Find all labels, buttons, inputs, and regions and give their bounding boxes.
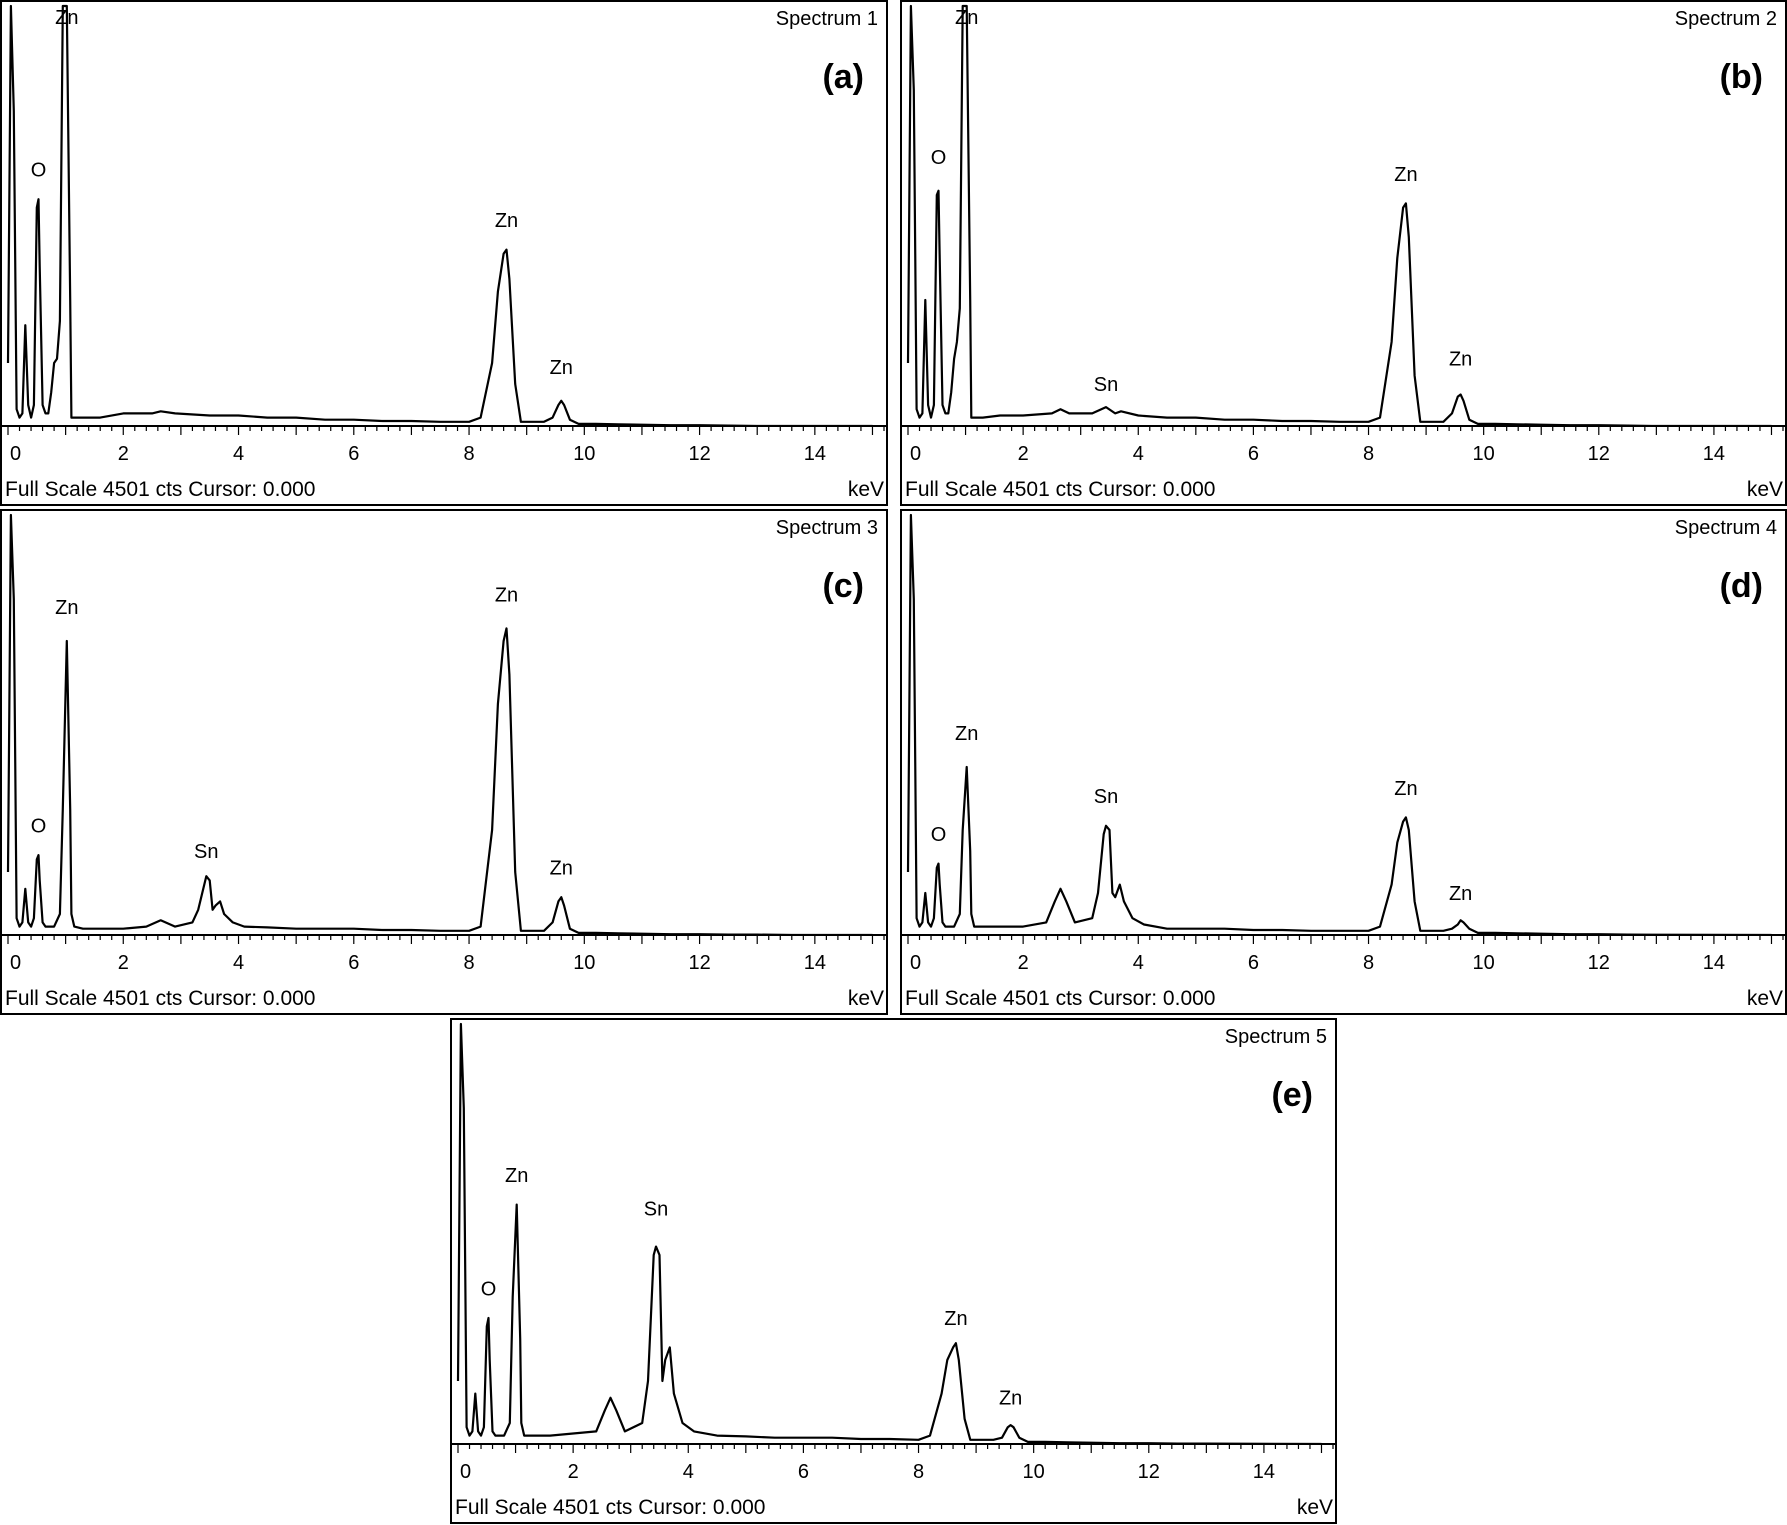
spectrum-plot: 0 2 4 6 8 10 12 14 Zn O Sn Zn Zn [452,1022,1335,1483]
spectrum-trace [906,4,1772,427]
x-tick-label: 0 [10,443,21,465]
x-tick-label: 2 [118,443,129,465]
spectrum-title: Spectrum 3 [775,517,878,539]
x-unit-label: keV [1746,478,1783,501]
x-tick-label: 10 [1473,952,1495,974]
x-unit-label: keV [1746,987,1783,1010]
panel-label: (a) [822,58,864,96]
x-tick-label: 4 [233,952,244,974]
x-unit-label: keV [847,987,884,1010]
x-tick-label: 8 [913,1461,924,1483]
x-tick-label: 10 [1473,443,1495,465]
peak-label: Zn [944,1308,967,1330]
peak-label: Sn [1094,374,1118,396]
full-scale-footer: Full Scale 4501 cts Cursor: 0.000 [905,987,1216,1010]
panel-label: (b) [1719,58,1763,96]
x-tick-label: 14 [804,443,826,465]
x-tick-label: 14 [1703,952,1725,974]
x-tick-label: 2 [1018,952,1029,974]
x-tick-label: 12 [1138,1461,1160,1483]
spectrum-plot: 0 2 4 6 8 10 12 14 Zn O Zn Zn [2,4,886,465]
peak-label: O [481,1278,497,1300]
spectrum-title: Spectrum 4 [1674,517,1777,539]
spectrum-panel-e: 0 2 4 6 8 10 12 14 Zn O Sn Zn Zn Spectrum 5 (e) Full Sc… [450,1018,1337,1524]
spectrum-plot: 0 2 4 6 8 10 12 14 Zn O Sn Zn Zn [902,513,1785,974]
x-tick-label: 12 [1588,443,1610,465]
x-tick-label: 10 [573,952,595,974]
panel-label: (d) [1719,567,1763,605]
x-tick-label: 6 [1248,443,1259,465]
x-tick-label: 2 [568,1461,579,1483]
peak-label: Zn [1449,349,1472,371]
peak-label: Sn [644,1199,668,1221]
x-tick-label: 4 [683,1461,694,1483]
peak-label: O [931,824,947,846]
spectrum-plot: 0 2 4 6 8 10 12 14 Zn O Sn Zn Zn [902,4,1785,465]
spectrum-trace [6,513,873,936]
spectrum-trace [456,1022,1322,1445]
x-tick-label: 10 [1023,1461,1045,1483]
peak-label: Zn [955,7,978,29]
x-tick-label: 0 [10,952,21,974]
x-tick-label: 12 [688,443,710,465]
peak-label: Zn [495,210,518,232]
spectrum-title: Spectrum 1 [775,8,878,30]
full-scale-footer: Full Scale 4501 cts Cursor: 0.000 [5,478,316,501]
spectrum-panel-b: 0 2 4 6 8 10 12 14 Zn O Sn Zn Zn Spectrum 2 (b) Full Sc… [900,0,1787,506]
x-tick-label: 8 [1363,952,1374,974]
peak-label: Zn [955,723,978,745]
x-tick-label: 8 [1363,443,1374,465]
peak-label: Zn [505,1165,528,1187]
x-unit-label: keV [1296,1496,1333,1519]
panel-label: (c) [822,567,864,605]
x-tick-label: 6 [348,952,359,974]
peak-label: Zn [550,858,573,880]
x-tick-label: 14 [1253,1461,1275,1483]
peak-label: Zn [55,7,78,29]
x-unit-label: keV [847,478,884,501]
peak-label: Zn [1449,883,1472,905]
x-tick-label: 0 [910,952,921,974]
spectrum-trace [906,513,1772,936]
x-tick-label: 2 [118,952,129,974]
peak-label: Sn [1094,786,1118,808]
x-tick-label: 10 [573,443,595,465]
peak-label: Zn [495,585,518,607]
peak-label: O [31,816,47,838]
x-tick-label: 14 [1703,443,1725,465]
x-tick-label: 6 [1248,952,1259,974]
spectrum-panel-a: 0 2 4 6 8 10 12 14 Zn O Zn Zn Spectrum 1 (a) Full Scal… [0,0,888,506]
x-tick-label: 12 [1588,952,1610,974]
x-tick-label: 4 [233,443,244,465]
peak-label: Zn [1394,778,1417,800]
x-tick-label: 12 [688,952,710,974]
spectrum-plot: 0 2 4 6 8 10 12 14 Zn O Sn Zn Zn [2,513,886,974]
peak-label: Zn [550,357,573,379]
x-tick-label: 0 [460,1461,471,1483]
x-tick-label: 6 [348,443,359,465]
peak-label: Zn [999,1388,1022,1410]
spectrum-panel-d: 0 2 4 6 8 10 12 14 Zn O Sn Zn Zn Spectrum 4 (d) Full Sc… [900,509,1787,1015]
peak-label: O [931,147,947,169]
x-tick-label: 4 [1133,952,1144,974]
peak-label: Zn [1394,164,1417,186]
x-tick-label: 0 [910,443,921,465]
panel-label: (e) [1271,1076,1313,1114]
x-tick-label: 8 [463,952,474,974]
full-scale-footer: Full Scale 4501 cts Cursor: 0.000 [905,478,1216,501]
peak-label: Sn [194,841,218,863]
x-tick-label: 14 [804,952,826,974]
x-tick-label: 2 [1018,443,1029,465]
spectrum-title: Spectrum 2 [1674,8,1777,30]
spectrum-panel-c: 0 2 4 6 8 10 12 14 Zn O Sn Zn Zn Spectrum 3 (c) Full Sc… [0,509,888,1015]
spectrum-trace [6,4,873,427]
full-scale-footer: Full Scale 4501 cts Cursor: 0.000 [5,987,316,1010]
full-scale-footer: Full Scale 4501 cts Cursor: 0.000 [455,1496,766,1519]
peak-label: O [31,160,47,182]
x-tick-label: 6 [798,1461,809,1483]
peak-label: Zn [55,597,78,619]
x-tick-label: 8 [463,443,474,465]
spectrum-title: Spectrum 5 [1224,1026,1327,1048]
x-tick-label: 4 [1133,443,1144,465]
